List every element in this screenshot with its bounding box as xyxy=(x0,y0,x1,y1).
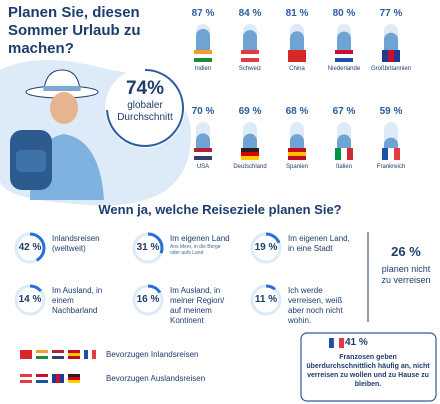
ring-value: 42 % xyxy=(18,242,42,253)
not-travelling-value: 26 % xyxy=(391,244,421,259)
flag xyxy=(68,374,80,383)
country-name: Schweiz xyxy=(238,66,262,72)
flag xyxy=(36,374,48,383)
callout-box xyxy=(300,332,437,402)
flag xyxy=(288,50,306,62)
average-caption: globaler Durchschnitt xyxy=(117,100,173,123)
average-circle xyxy=(105,68,185,148)
ring xyxy=(132,284,164,316)
country-share: 70 % xyxy=(191,106,215,117)
flag xyxy=(288,148,306,160)
flag xyxy=(20,374,32,383)
country-name: Niederlande xyxy=(327,66,361,72)
ring-text: Ich werde verreisen, weiß aber noch nich… xyxy=(288,286,343,325)
traveller-illustration xyxy=(10,69,104,200)
ring-text: Im Ausland, in einem Nachbarland xyxy=(52,286,103,315)
country-name: Frankreich xyxy=(376,164,406,170)
flag xyxy=(382,148,400,160)
average-value: 74% xyxy=(125,78,165,99)
ring-value: 14 % xyxy=(18,294,42,305)
average-ring xyxy=(106,69,184,147)
ring xyxy=(250,232,282,264)
country-name: Indien xyxy=(194,66,212,72)
country-share: 80 % xyxy=(332,8,356,19)
ring-text: Im Ausland, in meiner Region/ auf meinem… xyxy=(170,286,225,325)
flag xyxy=(194,148,212,160)
country-name: China xyxy=(289,66,305,72)
section-title: Wenn ja, welche Reiseziele planen Sie? xyxy=(98,202,342,217)
flag xyxy=(52,350,64,359)
country-share: 84 % xyxy=(238,8,262,19)
country-share: 59 % xyxy=(379,106,403,117)
country-share: 87 % xyxy=(191,8,215,19)
ring-value: 19 % xyxy=(254,242,278,253)
flag xyxy=(241,148,259,160)
country-name: USA xyxy=(196,164,210,170)
country-name: Deutschland xyxy=(233,164,267,170)
title: Planen Sie, diesen Sommer Urlaub zu mach… xyxy=(8,4,141,57)
country-share: 68 % xyxy=(285,106,309,117)
flag xyxy=(84,350,96,359)
ring-text: Inlandsreisen (weltweit) xyxy=(52,234,100,253)
ring xyxy=(14,232,46,264)
legend-entry: Bevorzugen Auslandsreisen xyxy=(106,374,206,383)
not-travelling-text: planen nicht zu verreisen xyxy=(381,264,431,285)
flag xyxy=(194,50,212,62)
average: 74% globaler Durchschnitt xyxy=(105,78,185,124)
country-share: 81 % xyxy=(285,8,309,19)
flag xyxy=(52,374,64,383)
country-share: 77 % xyxy=(379,8,403,19)
callout-value: 41 % xyxy=(345,337,368,348)
ring-text: Im eigenen Land, in eine Stadt xyxy=(288,234,350,253)
ring-note: Ans Meer, in die Berge oder aufs Land xyxy=(170,244,221,256)
country-share: 69 % xyxy=(238,106,262,117)
country-name: Spanien xyxy=(285,164,309,170)
ring xyxy=(132,232,164,264)
ring-value: 11 % xyxy=(254,294,278,305)
flag xyxy=(68,350,80,359)
flag xyxy=(335,50,353,62)
flag-france xyxy=(329,337,344,349)
country-share: 67 % xyxy=(332,106,356,117)
flag xyxy=(20,350,32,359)
flag xyxy=(335,148,353,160)
flag xyxy=(241,50,259,62)
ring-text: Im eigenen Land xyxy=(170,234,230,243)
flag xyxy=(382,50,400,62)
ring xyxy=(14,284,46,316)
ring-value: 31 % xyxy=(136,242,160,253)
flag xyxy=(36,350,48,359)
callout-text: Franzosen geben überdurchschnittlich häu… xyxy=(306,354,430,388)
ring xyxy=(250,284,282,316)
legend-entry: Bevorzugen Inlandsreisen xyxy=(106,350,199,359)
country-name: Großbritannien xyxy=(370,66,412,72)
country-name: Italien xyxy=(335,164,352,170)
ring-value: 16 % xyxy=(136,294,160,305)
